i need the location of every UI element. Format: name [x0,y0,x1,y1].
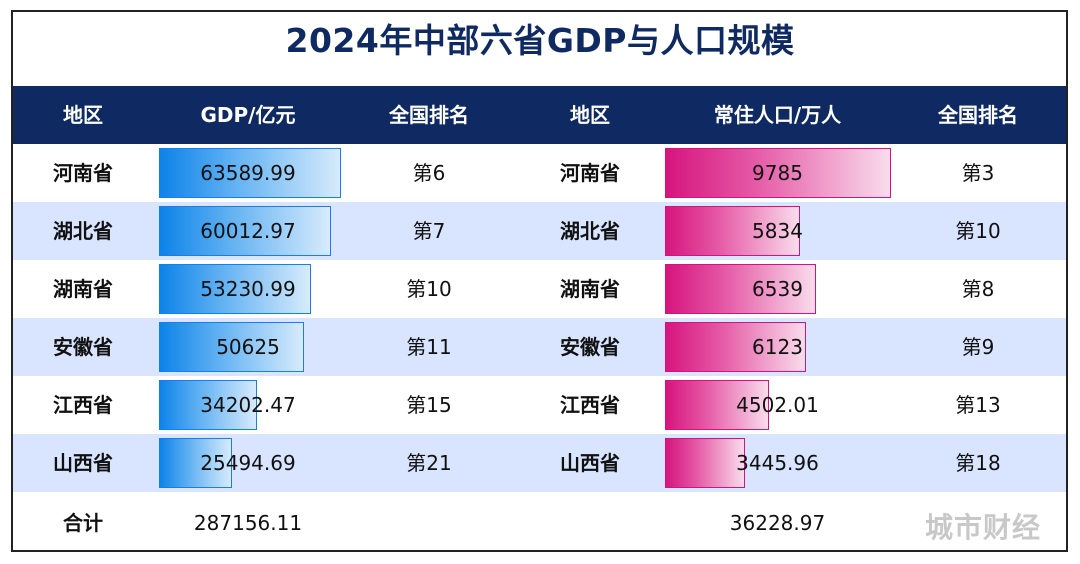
header-region-2: 地区 [570,103,610,127]
population-bar [665,206,800,256]
table-row: 江西省 34202.47 第15 江西省 4502.01 第13 [13,376,1066,434]
population-rank: 第3 [961,161,995,185]
population-value: 4502.01 [736,393,819,417]
region-name-2: 山西省 [560,451,620,475]
region-name-2: 湖南省 [560,277,620,301]
header-pop-rank: 全国排名 [938,103,1018,127]
total-row: 合计 287156.11 36228.97 [13,494,1066,552]
gdp-value: 34202.47 [200,393,296,417]
table-row: 山西省 25494.69 第21 山西省 3445.96 第18 [13,434,1066,492]
gdp-rank: 第21 [406,451,452,475]
watermark: 城市财经 [925,511,1042,544]
population-value: 3445.96 [736,451,819,475]
gdp-rank: 第6 [412,161,446,185]
gdp-rank: 第15 [406,393,452,417]
gdp-bar [159,380,257,430]
header-region: 地区 [63,103,103,127]
gdp-value: 60012.97 [200,219,296,243]
table-row: 湖南省 53230.99 第10 湖南省 6539 第8 [13,260,1066,318]
region-name: 湖南省 [53,277,113,301]
region-name: 江西省 [53,393,113,417]
gdp-bar [159,438,232,488]
region-name: 山西省 [53,451,113,475]
population-bar [665,264,816,314]
population-rank: 第18 [955,451,1001,475]
population-value: 6539 [752,277,803,301]
header-gdp: GDP/亿元 [200,103,296,127]
header-gdp-rank: 全国排名 [389,103,469,127]
population-value: 9785 [752,161,803,185]
population-bar [665,148,891,198]
table-row: 安徽省 50625 第11 安徽省 6123 第9 [13,318,1066,376]
population-bar [665,438,745,488]
table-row: 湖北省 60012.97 第7 湖北省 5834 第10 [13,202,1066,260]
gdp-bar [159,322,304,372]
gdp-bar [159,206,331,256]
population-bar [665,380,769,430]
total-population: 36228.97 [729,511,826,535]
population-rank: 第9 [961,335,995,359]
region-name-2: 湖北省 [560,219,620,243]
gdp-rank: 第10 [406,277,452,301]
table-row: 河南省 63589.99 第6 河南省 9785 第3 [13,144,1066,202]
chart-title: 2024年中部六省GDP与人口规模 [285,21,795,60]
total-gdp: 287156.11 [193,511,303,535]
population-rank: 第13 [955,393,1001,417]
gdp-value: 50625 [216,335,280,359]
header-population: 常住人口/万人 [713,103,842,127]
region-name-2: 江西省 [560,393,620,417]
region-name: 安徽省 [53,335,113,359]
population-rank: 第8 [961,277,995,301]
population-bar [665,322,806,372]
gdp-value: 53230.99 [200,277,296,301]
table-header: 地区 GDP/亿元 全国排名 地区 常住人口/万人 全国排名 [13,86,1066,144]
total-label: 合计 [63,511,103,535]
gdp-bar [159,148,341,198]
region-name-2: 河南省 [560,161,620,185]
region-name: 河南省 [53,161,113,185]
gdp-value: 25494.69 [200,451,296,475]
region-name: 湖北省 [53,219,113,243]
gdp-bar [159,264,311,314]
population-value: 6123 [752,335,803,359]
gdp-rank: 第11 [406,335,452,359]
gdp-value: 63589.99 [200,161,296,185]
gdp-rank: 第7 [412,219,446,243]
population-rank: 第10 [955,219,1001,243]
population-value: 5834 [752,219,803,243]
region-name-2: 安徽省 [560,335,620,359]
